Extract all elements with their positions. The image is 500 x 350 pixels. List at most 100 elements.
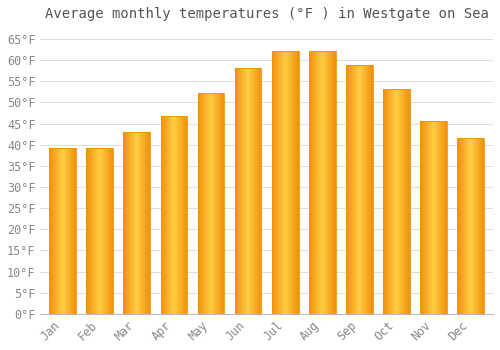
Bar [184, 116, 186, 314]
Bar [137, 132, 138, 314]
Bar [462, 138, 463, 314]
Bar [101, 148, 102, 314]
Bar [149, 132, 150, 314]
Bar [325, 51, 326, 314]
Bar [321, 51, 322, 314]
Bar [89, 148, 90, 314]
Bar [112, 148, 113, 314]
Bar [90, 148, 91, 314]
Bar [146, 132, 147, 314]
Bar [207, 93, 208, 314]
Bar [254, 68, 255, 314]
Bar [58, 148, 59, 314]
Bar [105, 148, 106, 314]
Bar [313, 51, 314, 314]
Bar [434, 121, 435, 314]
Bar [235, 68, 236, 314]
Bar [465, 138, 466, 314]
Bar [277, 51, 278, 314]
Bar [289, 51, 290, 314]
Bar [221, 93, 222, 314]
Bar [427, 121, 428, 314]
Bar [330, 51, 331, 314]
Bar [396, 89, 397, 314]
Bar [252, 68, 253, 314]
Bar [178, 116, 179, 314]
Bar [322, 51, 323, 314]
Bar [361, 65, 362, 314]
Bar [248, 68, 249, 314]
Bar [360, 65, 361, 314]
Bar [476, 138, 477, 314]
Bar [356, 65, 357, 314]
Bar [160, 116, 188, 314]
Bar [393, 89, 394, 314]
Bar [430, 121, 431, 314]
Bar [333, 51, 334, 314]
Bar [103, 148, 104, 314]
Bar [290, 51, 291, 314]
Bar [371, 65, 372, 314]
Bar [223, 93, 224, 314]
Bar [314, 51, 315, 314]
Bar [383, 89, 384, 314]
Bar [133, 132, 134, 314]
Bar [141, 132, 142, 314]
Bar [91, 148, 92, 314]
Bar [57, 148, 58, 314]
Bar [439, 121, 440, 314]
Bar [424, 121, 425, 314]
Bar [358, 65, 359, 314]
Bar [235, 68, 262, 314]
Bar [385, 89, 386, 314]
Bar [471, 138, 472, 314]
Bar [349, 65, 350, 314]
Bar [148, 132, 149, 314]
Bar [94, 148, 95, 314]
Bar [367, 65, 368, 314]
Bar [460, 138, 461, 314]
Bar [220, 93, 221, 314]
Bar [147, 132, 148, 314]
Bar [245, 68, 246, 314]
Bar [60, 148, 61, 314]
Bar [260, 68, 261, 314]
Bar [426, 121, 427, 314]
Bar [134, 132, 135, 314]
Bar [420, 121, 421, 314]
Bar [317, 51, 318, 314]
Bar [399, 89, 400, 314]
Bar [318, 51, 319, 314]
Bar [279, 51, 280, 314]
Bar [138, 132, 139, 314]
Bar [463, 138, 464, 314]
Bar [388, 89, 389, 314]
Bar [176, 116, 177, 314]
Bar [481, 138, 482, 314]
Bar [274, 51, 275, 314]
Bar [59, 148, 60, 314]
Bar [255, 68, 256, 314]
Bar [172, 116, 173, 314]
Bar [319, 51, 320, 314]
Bar [130, 132, 131, 314]
Bar [389, 89, 390, 314]
Bar [477, 138, 478, 314]
Bar [309, 51, 336, 314]
Bar [404, 89, 406, 314]
Bar [458, 138, 459, 314]
Bar [335, 51, 336, 314]
Bar [247, 68, 248, 314]
Bar [86, 148, 87, 314]
Bar [351, 65, 352, 314]
Bar [273, 51, 274, 314]
Bar [96, 148, 97, 314]
Bar [201, 93, 202, 314]
Bar [442, 121, 443, 314]
Bar [441, 121, 442, 314]
Bar [288, 51, 289, 314]
Bar [165, 116, 166, 314]
Bar [331, 51, 332, 314]
Bar [391, 89, 392, 314]
Bar [179, 116, 180, 314]
